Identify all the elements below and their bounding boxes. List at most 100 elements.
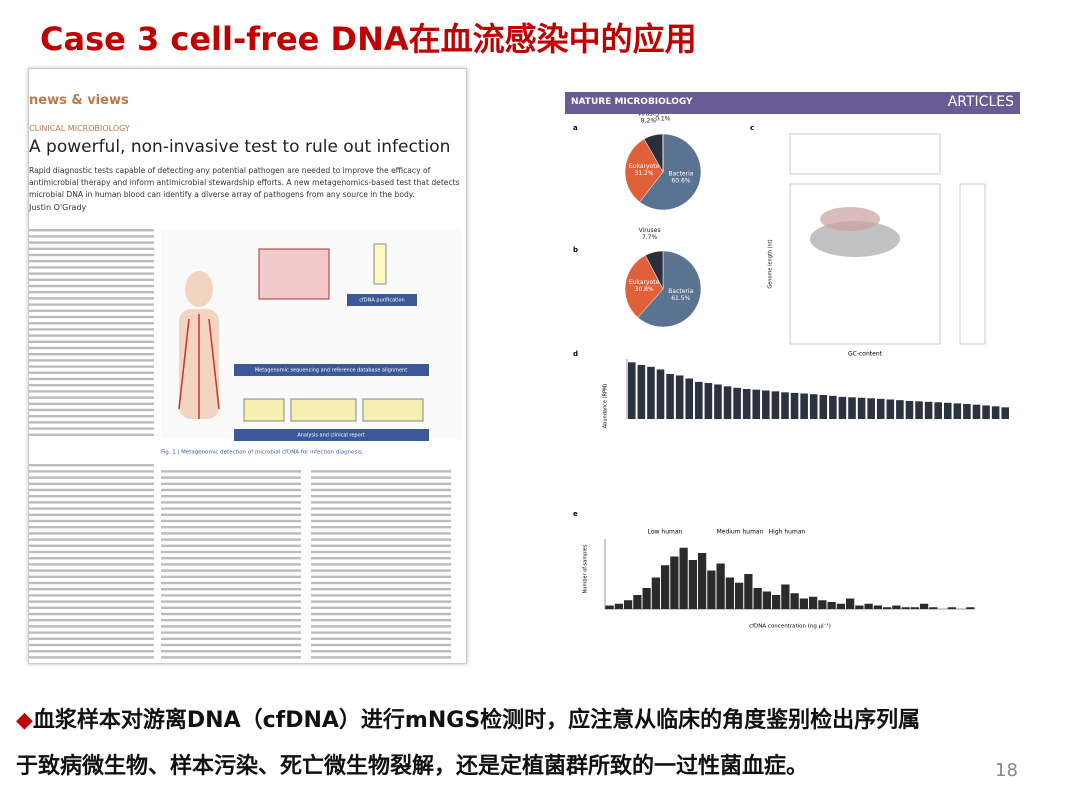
text-line xyxy=(29,371,154,374)
text-line xyxy=(29,631,154,634)
pie-value-label: 31.2% xyxy=(635,170,654,177)
text-line xyxy=(161,637,301,640)
section: news & views xyxy=(29,93,129,108)
bar xyxy=(953,403,962,419)
text-line xyxy=(29,260,154,263)
bar xyxy=(924,401,933,419)
text-line xyxy=(29,272,154,275)
pie-label: Archaea xyxy=(651,114,676,116)
text-line xyxy=(311,643,451,647)
text-line xyxy=(29,303,154,306)
bar xyxy=(829,395,837,419)
pie-label: Eukaryote xyxy=(629,163,660,170)
section: ARTICLES xyxy=(947,94,1014,110)
text-line xyxy=(29,625,154,628)
text-line xyxy=(29,415,154,418)
figure-vessel xyxy=(258,248,330,300)
bar xyxy=(920,603,929,609)
text-line xyxy=(161,588,301,591)
text-line xyxy=(311,507,451,510)
text-line xyxy=(311,488,451,492)
bar xyxy=(846,598,855,609)
bar xyxy=(675,375,684,419)
text-line xyxy=(161,513,301,516)
text-line xyxy=(161,631,301,634)
bar xyxy=(704,383,713,419)
figure-box-label: cfDNA purification xyxy=(359,298,404,304)
bar xyxy=(752,389,761,419)
text-line xyxy=(161,581,301,585)
text-line xyxy=(29,384,154,387)
text-line xyxy=(29,291,154,294)
text-line xyxy=(161,550,301,554)
bar xyxy=(637,364,646,419)
figure-vessels xyxy=(178,314,220,419)
text-line xyxy=(311,519,451,523)
bar xyxy=(624,600,633,609)
text-line xyxy=(311,569,451,572)
text-line xyxy=(29,488,154,492)
text-line xyxy=(311,476,451,479)
bar xyxy=(735,582,744,609)
text-line xyxy=(29,334,154,337)
text-line xyxy=(29,328,154,331)
bar xyxy=(1001,407,1009,419)
text-line xyxy=(311,650,451,653)
figure-box xyxy=(234,364,429,376)
scatter-cloud xyxy=(810,221,900,257)
bar xyxy=(762,390,770,419)
text-line xyxy=(29,563,154,566)
journal-bar xyxy=(565,92,1020,114)
text-line xyxy=(29,433,154,436)
panel-label: d xyxy=(573,350,578,358)
text-line xyxy=(311,625,451,628)
bar xyxy=(651,577,660,609)
bar xyxy=(633,595,642,609)
text-line xyxy=(29,581,154,585)
text-line xyxy=(29,569,154,572)
text-line xyxy=(29,600,154,603)
text-line xyxy=(161,538,301,541)
pie-slice xyxy=(644,250,664,290)
figure-box xyxy=(290,398,357,422)
bar xyxy=(661,565,670,609)
text-line xyxy=(29,588,154,591)
text-line xyxy=(29,390,154,393)
annotation: High human xyxy=(769,529,806,536)
text-line xyxy=(29,322,154,325)
axis-label: GC-content xyxy=(848,351,883,358)
bar xyxy=(963,404,971,419)
bar xyxy=(742,389,751,419)
page-number: 18 xyxy=(995,760,1018,781)
bar xyxy=(772,595,781,609)
axis-label: Genome length (nt) xyxy=(768,239,774,288)
pie-label: Viruses xyxy=(637,114,659,117)
text-line xyxy=(311,612,451,616)
bar xyxy=(943,402,952,419)
bar xyxy=(799,598,808,609)
text-line xyxy=(311,544,451,547)
annotation: Medium human xyxy=(717,529,764,536)
text-line xyxy=(161,625,301,628)
text-line xyxy=(29,594,154,597)
bar xyxy=(855,605,864,609)
bar xyxy=(605,605,614,609)
bar xyxy=(716,563,725,609)
text-line xyxy=(29,353,154,356)
text-line xyxy=(311,482,451,485)
bar xyxy=(972,404,981,419)
pie-value-label: 0.1% xyxy=(655,116,671,123)
bar xyxy=(809,596,818,609)
text-line xyxy=(311,637,451,640)
text-line xyxy=(29,365,154,368)
bar xyxy=(827,602,836,609)
text-line xyxy=(29,315,154,319)
bar xyxy=(771,391,780,419)
text-line xyxy=(29,377,154,381)
bar xyxy=(790,392,799,419)
text-line xyxy=(29,612,154,616)
text-line xyxy=(311,526,451,529)
histogram-frame xyxy=(959,183,986,345)
scatter-cloud xyxy=(820,207,880,231)
text-line xyxy=(29,421,154,424)
